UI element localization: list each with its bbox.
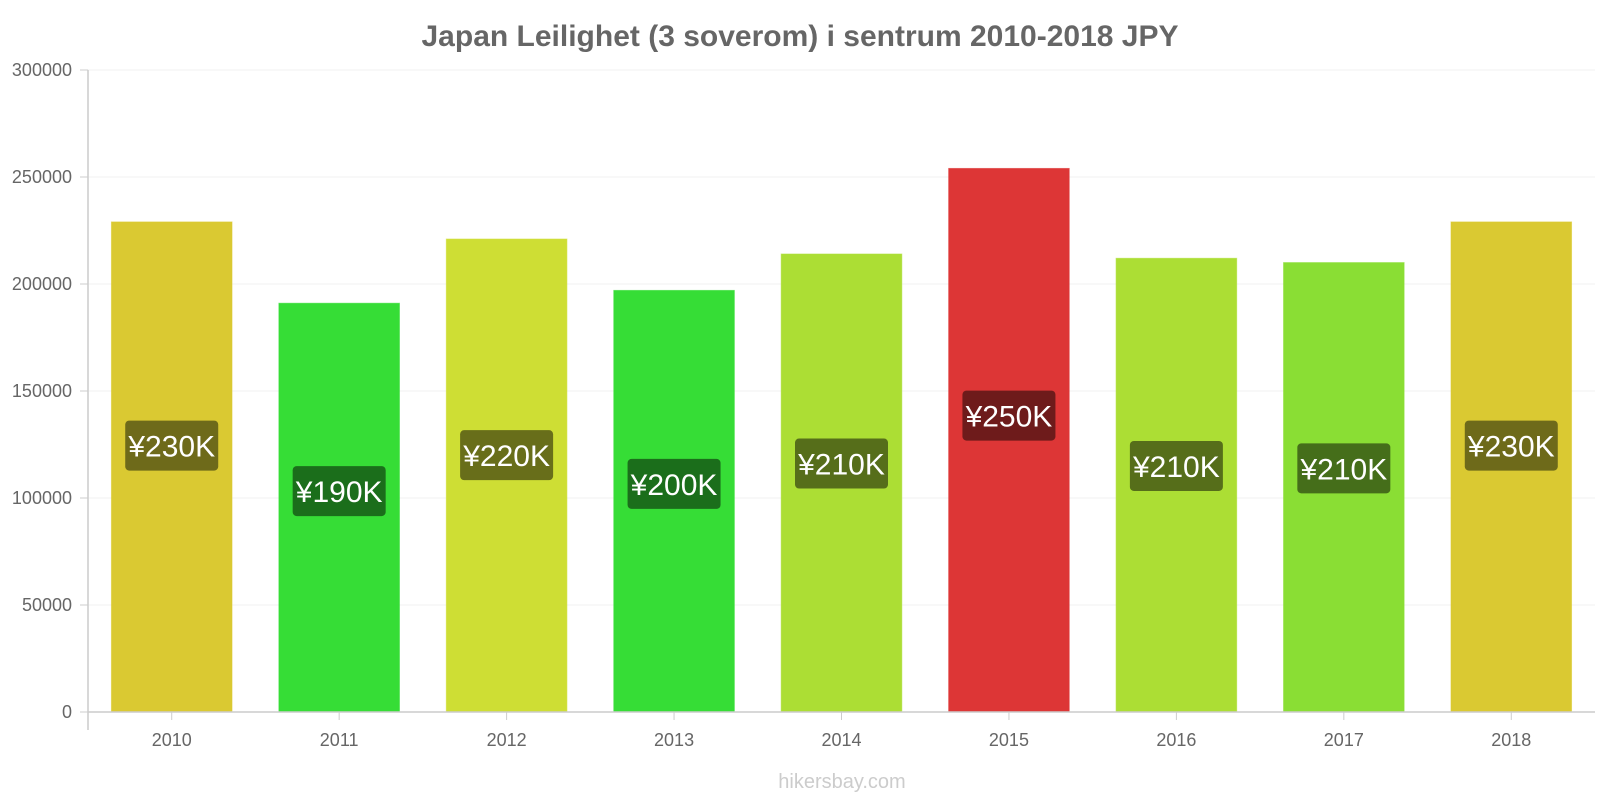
x-tick-label: 2015: [989, 730, 1029, 750]
x-tick-label: 2014: [821, 730, 861, 750]
data-label: ¥210K: [1132, 451, 1220, 484]
data-labels: ¥230K ¥190K ¥220K ¥200K ¥210K ¥250K ¥210K ¥210K…: [125, 390, 1558, 517]
data-label: ¥230K: [127, 431, 215, 464]
data-label: ¥200K: [630, 469, 718, 502]
y-tick-label: 250000: [12, 167, 72, 187]
x-tick-label: 2012: [487, 730, 527, 750]
data-label: ¥210K: [1299, 453, 1387, 486]
data-label-box: [962, 390, 1056, 441]
data-label: ¥250K: [965, 401, 1053, 434]
y-tick-label: 300000: [12, 60, 72, 80]
data-label: ¥190K: [295, 476, 383, 509]
y-tick-label: 150000: [12, 381, 72, 401]
credit-text: hikersbay.com: [778, 771, 905, 793]
data-label-box: [125, 420, 219, 471]
x-tick-label: 2013: [654, 730, 694, 750]
x-tick-label: 2010: [152, 730, 192, 750]
x-tick-label: 2016: [1156, 730, 1196, 750]
y-tick-label: 200000: [12, 274, 72, 294]
chart-title: Japan Leilighet (3 soverom) i sentrum 20…: [422, 20, 1179, 53]
x-tick-label: 2018: [1491, 730, 1531, 750]
y-tick-label: 0: [62, 702, 72, 722]
data-label-box: [1129, 440, 1223, 491]
data-label-box: [795, 438, 888, 489]
y-axis-ticks: 0 50000 100000 150000 200000 250000 300000: [12, 60, 88, 722]
x-tick-label: 2011: [320, 730, 359, 750]
x-axis-ticks: 2010 2011 2012 2013 2014 2015 2016 2017 2018: [152, 712, 1531, 750]
data-label-box: [460, 430, 554, 481]
y-tick-label: 50000: [22, 595, 72, 615]
data-label: ¥230K: [1467, 431, 1555, 464]
data-label: ¥220K: [462, 440, 550, 473]
data-label-box: [627, 458, 721, 509]
data-label-box: [1297, 443, 1391, 494]
y-tick-label: 100000: [12, 488, 72, 508]
data-label-box: [1464, 420, 1558, 471]
x-tick-label: 2017: [1324, 730, 1364, 750]
data-label: ¥210K: [797, 449, 885, 482]
data-label-box: [292, 466, 386, 517]
